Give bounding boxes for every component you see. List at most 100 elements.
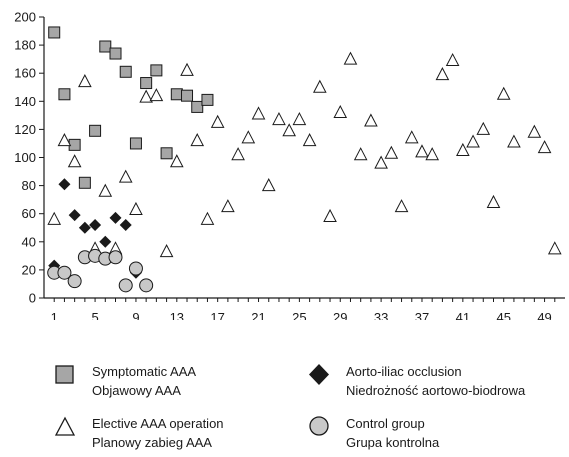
data-point-triangle xyxy=(139,89,153,103)
data-point-triangle xyxy=(537,140,552,154)
data-point-square xyxy=(68,138,81,151)
x-tick-label: 17 xyxy=(210,310,224,320)
x-tick-label: 45 xyxy=(496,310,510,320)
legend-label-primary: Symptomatic AAA xyxy=(92,364,197,379)
data-point-triangle xyxy=(200,211,215,225)
data-point-triangle xyxy=(159,244,174,258)
data-point-square xyxy=(170,88,183,101)
x-tick-label: 25 xyxy=(292,310,306,320)
data-point-triangle xyxy=(404,130,419,144)
y-tick-label: 140 xyxy=(14,94,36,109)
legend-diamond-marker xyxy=(309,364,329,385)
data-point-diamond xyxy=(78,221,91,234)
y-tick-label: 160 xyxy=(14,66,36,81)
series-diamond xyxy=(48,178,142,279)
data-point-square xyxy=(150,64,163,77)
data-point-triangle xyxy=(57,133,72,147)
data-point-triangle xyxy=(47,211,62,225)
data-point-triangle xyxy=(67,154,82,168)
y-tick-label: 40 xyxy=(22,234,36,249)
data-point-triangle xyxy=(231,147,245,161)
legend-label-secondary: Objawowy AAA xyxy=(92,383,181,398)
x-tick-label: 29 xyxy=(333,310,347,320)
data-point-triangle xyxy=(333,104,348,119)
scatter-chart: 0 20 40 60 80 100 120 140 160 180 200 1 5 9 13 17 21 25 29… xyxy=(14,10,565,320)
data-point-square xyxy=(140,77,153,90)
data-point-triangle xyxy=(435,67,450,81)
data-point-triangle xyxy=(547,241,562,255)
data-point-diamond xyxy=(58,178,71,191)
legend: Symptomatic AAA Objawowy AAA Aorto-iliac… xyxy=(0,320,569,457)
data-point-circle xyxy=(108,250,123,265)
legend-label-secondary: Niedrożność aortowo-biodrowa xyxy=(346,383,526,398)
data-point-triangle xyxy=(486,194,501,208)
data-point-triangle xyxy=(98,183,113,197)
series-triangle xyxy=(47,51,562,258)
data-point-circle xyxy=(118,278,133,293)
legend-triangle-marker xyxy=(54,416,76,436)
data-point-triangle xyxy=(466,134,480,148)
data-point-triangle xyxy=(353,147,368,161)
data-point-triangle xyxy=(364,113,378,127)
legend-item-elective-aaa-operation: Elective AAA operation Planowy zabieg AA… xyxy=(52,414,224,452)
data-point-triangle xyxy=(312,79,327,93)
data-point-triangle xyxy=(149,88,164,102)
data-point-square xyxy=(181,89,194,102)
legend-label-secondary: Grupa kontrolna xyxy=(346,435,440,450)
data-point-triangle xyxy=(210,114,225,128)
data-point-square xyxy=(58,88,71,101)
data-point-triangle xyxy=(129,201,143,215)
data-point-square xyxy=(99,40,112,53)
y-tick-label: 200 xyxy=(14,10,36,25)
legend-label-primary: Elective AAA operation xyxy=(92,416,224,431)
data-point-triangle xyxy=(190,133,205,147)
data-point-triangle xyxy=(527,124,542,138)
data-point-triangle xyxy=(241,130,256,144)
data-point-triangle xyxy=(496,86,511,100)
legend-item-control-group: Control group Grupa kontrolna xyxy=(306,414,439,452)
x-tick-label: 33 xyxy=(374,310,388,320)
y-tick-label: 100 xyxy=(14,150,36,165)
data-point-square xyxy=(109,47,122,60)
legend-circle-marker xyxy=(309,416,329,436)
data-point-square xyxy=(160,147,173,160)
y-tick-label: 180 xyxy=(14,38,36,53)
x-tick-label: 49 xyxy=(537,310,551,320)
data-point-triangle xyxy=(384,145,399,159)
data-point-triangle xyxy=(169,154,184,168)
data-point-triangle xyxy=(394,199,409,213)
data-point-triangle xyxy=(507,134,521,148)
y-tick-label: 20 xyxy=(22,262,36,277)
data-point-triangle xyxy=(302,133,317,147)
data-point-square xyxy=(201,93,214,106)
data-point-triangle xyxy=(343,51,358,65)
data-point-triangle xyxy=(272,111,286,126)
data-point-triangle xyxy=(425,147,440,161)
data-point-square xyxy=(89,124,102,137)
legend-square-marker xyxy=(55,365,74,384)
legend-item-aorto-iliac-occlusion: Aorto-iliac occlusion Niedrożność aortow… xyxy=(306,362,525,400)
x-tick-label: 9 xyxy=(132,310,139,320)
data-point-triangle xyxy=(118,169,133,183)
data-point-circle xyxy=(139,278,154,293)
data-point-triangle xyxy=(445,52,460,67)
y-tick-label: 80 xyxy=(22,178,36,193)
data-point-square xyxy=(119,65,132,78)
data-point-circle xyxy=(67,274,82,289)
data-point-triangle xyxy=(476,121,491,135)
data-point-triangle xyxy=(292,111,307,126)
data-point-square xyxy=(129,137,142,150)
legend-label-primary: Aorto-iliac occlusion xyxy=(346,364,462,379)
axes: 0 20 40 60 80 100 120 140 160 180 200 1 5 9 13 17 21 25 29… xyxy=(14,10,565,320)
data-point-triangle xyxy=(374,155,388,169)
legend-label-secondary: Planowy zabieg AAA xyxy=(92,435,212,450)
data-point-square xyxy=(78,176,91,189)
data-point-triangle xyxy=(180,62,194,76)
data-point-circle xyxy=(57,265,72,280)
data-point-diamond xyxy=(99,235,112,248)
data-point-diamond xyxy=(109,211,122,224)
data-point-square xyxy=(48,26,61,39)
y-tick-label: 0 xyxy=(29,291,36,306)
data-point-square xyxy=(191,100,204,113)
x-tick-label: 5 xyxy=(91,310,98,320)
